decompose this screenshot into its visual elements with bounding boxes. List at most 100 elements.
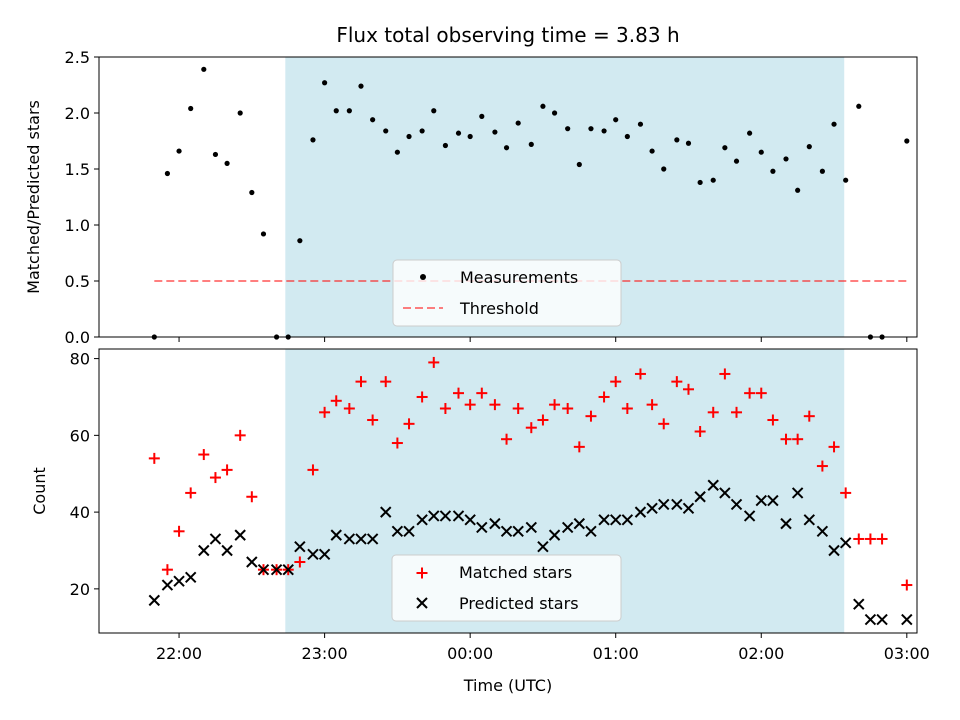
predicted-star-point [148, 594, 161, 607]
predicted-star-point [610, 514, 622, 526]
predicted-star-point [548, 529, 561, 541]
measurement-point [419, 128, 425, 134]
legend-marker-matched [416, 567, 428, 579]
predicted-star-point [707, 479, 719, 491]
measurement-point [358, 83, 364, 89]
measurement-point [551, 110, 558, 116]
measurement-point [431, 108, 437, 114]
measurement-point [601, 128, 607, 134]
measurement-point [588, 126, 594, 132]
measurement-point [565, 126, 571, 132]
measurement-point [661, 166, 667, 172]
matched-star-point [428, 356, 440, 368]
measurement-point [733, 158, 740, 164]
matched-star-point [476, 387, 488, 399]
measurement-point [370, 117, 376, 123]
measurement-points [151, 66, 910, 340]
measurement-point [176, 148, 182, 154]
matched-star-point [489, 399, 501, 411]
matched-star-point [694, 426, 706, 438]
y-tick-label: 80 [70, 350, 90, 369]
predicted-star-point [694, 491, 706, 503]
top-legend: Measurements Threshold [392, 259, 622, 327]
bottom-legend-box [391, 554, 622, 622]
matched-star-point [573, 441, 585, 453]
predicted-star-point [803, 514, 815, 526]
matched-star-point [367, 414, 379, 426]
y-tick-label: 0.5 [65, 272, 90, 291]
measurement-point [819, 168, 825, 174]
predicted-star-point [621, 514, 634, 526]
measurement-point [212, 151, 219, 158]
measurement-point [164, 170, 171, 177]
matched-star-point [621, 402, 633, 414]
measurement-point [383, 128, 389, 134]
x-tick-label: 03:00 [884, 644, 930, 663]
matched-star-point [803, 410, 815, 422]
predicted-star-point [512, 525, 524, 538]
measurement-point [260, 231, 267, 237]
measurement-point [346, 108, 352, 114]
matched-star-point [840, 487, 852, 499]
matched-star-point [744, 387, 756, 399]
matched-star-point [246, 491, 258, 503]
measurement-point [795, 187, 801, 193]
bottom-y-axis-label: Count [30, 467, 49, 515]
matched-star-point [185, 487, 197, 499]
y-tick-label: 2.0 [65, 104, 90, 123]
predicted-star-point [173, 575, 185, 587]
predicted-star-point [416, 514, 428, 526]
matched-star-point [828, 441, 840, 453]
measurement-point [503, 145, 510, 151]
predicted-star-point [719, 487, 731, 499]
legend-label-threshold: Threshold [459, 299, 539, 318]
matched-star-point [416, 567, 428, 579]
top-x-ticks [178, 337, 908, 342]
measurement-point [624, 133, 630, 140]
matched-star-point [234, 429, 246, 441]
measurement-point [515, 120, 521, 126]
matched-star-point [719, 368, 731, 380]
predicted-star-point [816, 525, 829, 538]
matched-star-point [549, 399, 561, 411]
predicted-star-point [257, 563, 270, 576]
legend-label-predicted: Predicted stars [459, 594, 579, 613]
matched-star-point [707, 406, 719, 418]
measurement-point [249, 189, 255, 196]
legend-label-measurements: Measurements [460, 268, 578, 287]
predicted-star-point [489, 517, 501, 530]
top-panel: 0.0 0.5 1.0 1.5 2.0 2.5 Matched/Predicted sta… [24, 48, 918, 347]
matched-star-point [755, 387, 767, 399]
measurement-point [237, 110, 243, 116]
y-tick-label: 1.5 [65, 160, 90, 179]
measurement-point [333, 108, 339, 114]
matched-star-point [209, 472, 221, 484]
bottom-x-ticks: 22:00 23:00 00:00 01:00 02:00 03:00 [156, 633, 930, 663]
measurement-point [492, 129, 498, 135]
predicted-star-point [439, 510, 452, 522]
predicted-star-point [585, 525, 597, 538]
predicted-star-point [380, 506, 392, 518]
measurement-point [722, 145, 728, 151]
measurement-point [540, 103, 546, 109]
predicted-star-point [743, 510, 756, 522]
predicted-star-point [318, 548, 331, 561]
matched-star-point [682, 383, 694, 395]
predicted-star-point [428, 510, 440, 522]
predicted-star-point [330, 529, 342, 541]
predicted-star-point [270, 563, 283, 576]
bottom-legend: Matched stars Predicted stars [391, 554, 622, 622]
matched-star-point [537, 414, 549, 426]
measurement-point [479, 113, 485, 119]
predicted-star-point [307, 548, 319, 561]
predicted-star-point [780, 517, 792, 530]
predicted-star-point [294, 540, 306, 553]
matched-star-point [355, 376, 367, 388]
measurement-point [613, 117, 619, 123]
y-tick-label: 60 [70, 426, 90, 445]
matched-star-point [853, 533, 865, 545]
predicted-star-point [184, 571, 197, 584]
legend-marker-measurements [420, 274, 426, 280]
x-tick-label: 01:00 [593, 644, 639, 663]
